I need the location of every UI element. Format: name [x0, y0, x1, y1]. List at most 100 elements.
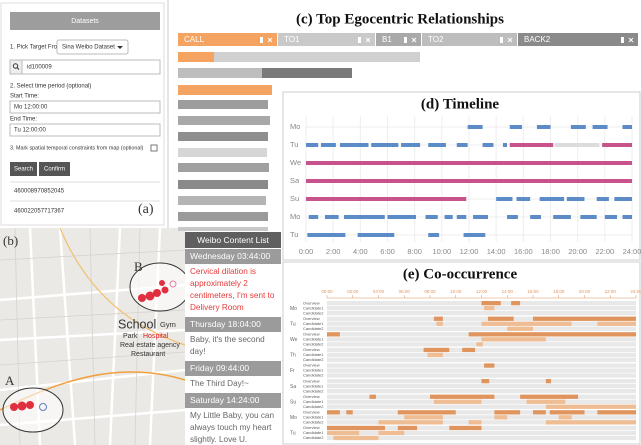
end-input[interactable]: [9, 123, 161, 137]
tab-close[interactable]: [628, 37, 634, 43]
cooccurrence-segment[interactable]: [433, 316, 443, 321]
tab[interactable]: [178, 33, 277, 46]
cooccurrence-segment[interactable]: [526, 399, 566, 404]
timeline-segment[interactable]: [553, 215, 571, 219]
timeline-segment[interactable]: [566, 197, 585, 201]
timeline-segment[interactable]: [554, 143, 600, 147]
timeline-segment[interactable]: [473, 215, 489, 219]
timeline-segment[interactable]: [614, 197, 632, 201]
cooccurrence-segment[interactable]: [430, 394, 495, 399]
cooccurrence-segment[interactable]: [404, 415, 443, 420]
cooccurrence-segment[interactable]: [545, 420, 636, 425]
timeline-segment[interactable]: [320, 143, 336, 147]
region-a[interactable]: [2, 387, 64, 433]
cooccurrence-segment[interactable]: [494, 410, 521, 415]
timeline-segment[interactable]: [339, 143, 369, 147]
timeline-segment[interactable]: [516, 197, 531, 201]
timeline-segment[interactable]: [539, 197, 565, 201]
cooccurrence-segment[interactable]: [468, 332, 636, 337]
search-button[interactable]: [10, 162, 37, 176]
cooccurrence-segment[interactable]: [484, 363, 495, 368]
timeline-segment[interactable]: [428, 143, 446, 147]
cooccurrence-segment[interactable]: [433, 399, 482, 404]
post-time[interactable]: Wednesday 03:44:00: [185, 249, 281, 264]
timeline-segment[interactable]: [604, 215, 618, 219]
cooccurrence-segment[interactable]: [545, 379, 552, 384]
timeline-segment[interactable]: [467, 125, 483, 129]
timeline-segment[interactable]: [425, 215, 438, 219]
result-item[interactable]: 460022057717367: [14, 209, 65, 215]
cooccurrence-segment[interactable]: [327, 425, 385, 431]
timeline-segment[interactable]: [482, 143, 494, 147]
timeline-segment[interactable]: [357, 233, 395, 237]
tab[interactable]: [278, 33, 375, 46]
timeline-segment[interactable]: [580, 215, 597, 219]
cooccurrence-segment[interactable]: [533, 316, 636, 321]
cooccurrence-segment[interactable]: [327, 410, 340, 415]
timeline-segment[interactable]: [456, 215, 467, 219]
timeline-segment[interactable]: [536, 125, 551, 129]
tab[interactable]: [422, 33, 517, 46]
cooccurrence-segment[interactable]: [494, 415, 508, 420]
dataset-dropdown[interactable]: [56, 39, 129, 55]
timeline-segment[interactable]: [530, 215, 541, 219]
cooccurrence-segment[interactable]: [346, 410, 353, 415]
tab-icon[interactable]: [358, 37, 361, 43]
tab[interactable]: [518, 33, 638, 46]
cooccurrence-segment[interactable]: [327, 332, 340, 337]
result-item[interactable]: 460008970852045: [14, 189, 65, 195]
timeline-segment[interactable]: [596, 197, 609, 201]
timeline-segment[interactable]: [325, 215, 339, 219]
timeline-segment[interactable]: [509, 143, 554, 147]
timeline-segment[interactable]: [444, 215, 453, 219]
timeline-segment[interactable]: [456, 143, 468, 147]
timeline-segment[interactable]: [602, 143, 632, 147]
cooccurrence-segment[interactable]: [378, 430, 405, 436]
cooccurrence-segment[interactable]: [427, 352, 443, 358]
timeline-segment[interactable]: [307, 233, 346, 237]
timeline-segment[interactable]: [463, 233, 486, 237]
timeline-segment[interactable]: [306, 161, 632, 165]
post-time[interactable]: Friday 09:44:00: [185, 361, 281, 376]
cooccurrence-segment[interactable]: [327, 430, 360, 436]
timeline-segment[interactable]: [401, 143, 421, 147]
cooccurrence-segment[interactable]: [558, 415, 572, 420]
cooccurrence-segment[interactable]: [487, 316, 514, 321]
tab-close[interactable]: [267, 37, 273, 43]
timeline-segment[interactable]: [306, 179, 632, 183]
tab-icon[interactable]: [621, 37, 624, 43]
cooccurrence-segment[interactable]: [436, 321, 443, 326]
timeline-segment[interactable]: [428, 233, 440, 237]
start-input[interactable]: [9, 100, 161, 114]
timeline-segment[interactable]: [308, 215, 319, 219]
cooccurrence-segment[interactable]: [481, 379, 490, 384]
timeline-segment[interactable]: [306, 197, 467, 201]
cooccurrence-segment[interactable]: [549, 410, 585, 415]
constraint-checkbox[interactable]: [150, 144, 158, 152]
post-time[interactable]: Saturday 14:24:00: [185, 393, 281, 408]
cooccurrence-segment[interactable]: [476, 342, 483, 347]
timeline-segment[interactable]: [622, 125, 632, 129]
cooccurrence-segment[interactable]: [597, 410, 636, 415]
timeline-segment[interactable]: [502, 143, 508, 147]
timeline-segment[interactable]: [371, 143, 399, 147]
cooccurrence-segment[interactable]: [468, 420, 482, 425]
tab-close[interactable]: [507, 37, 513, 43]
cooccurrence-segment[interactable]: [533, 410, 546, 415]
tab-close[interactable]: [411, 37, 417, 43]
timeline-segment[interactable]: [344, 215, 385, 219]
cooccurrence-segment[interactable]: [423, 347, 450, 353]
cooccurrence-segment[interactable]: [545, 404, 636, 409]
cooccurrence-segment[interactable]: [369, 394, 376, 399]
cooccurrence-segment[interactable]: [481, 321, 572, 326]
timeline-segment[interactable]: [387, 215, 417, 219]
cooccurrence-segment[interactable]: [520, 394, 579, 399]
cooccurrence-segment[interactable]: [507, 326, 533, 331]
cooccurrence-segment[interactable]: [378, 420, 443, 425]
search-input[interactable]: [21, 59, 161, 75]
timeline-segment[interactable]: [592, 125, 608, 129]
timeline-segment[interactable]: [622, 215, 632, 219]
cooccurrence-segment[interactable]: [511, 301, 521, 306]
timeline-segment[interactable]: [509, 125, 522, 129]
cooccurrence-segment[interactable]: [397, 425, 418, 431]
